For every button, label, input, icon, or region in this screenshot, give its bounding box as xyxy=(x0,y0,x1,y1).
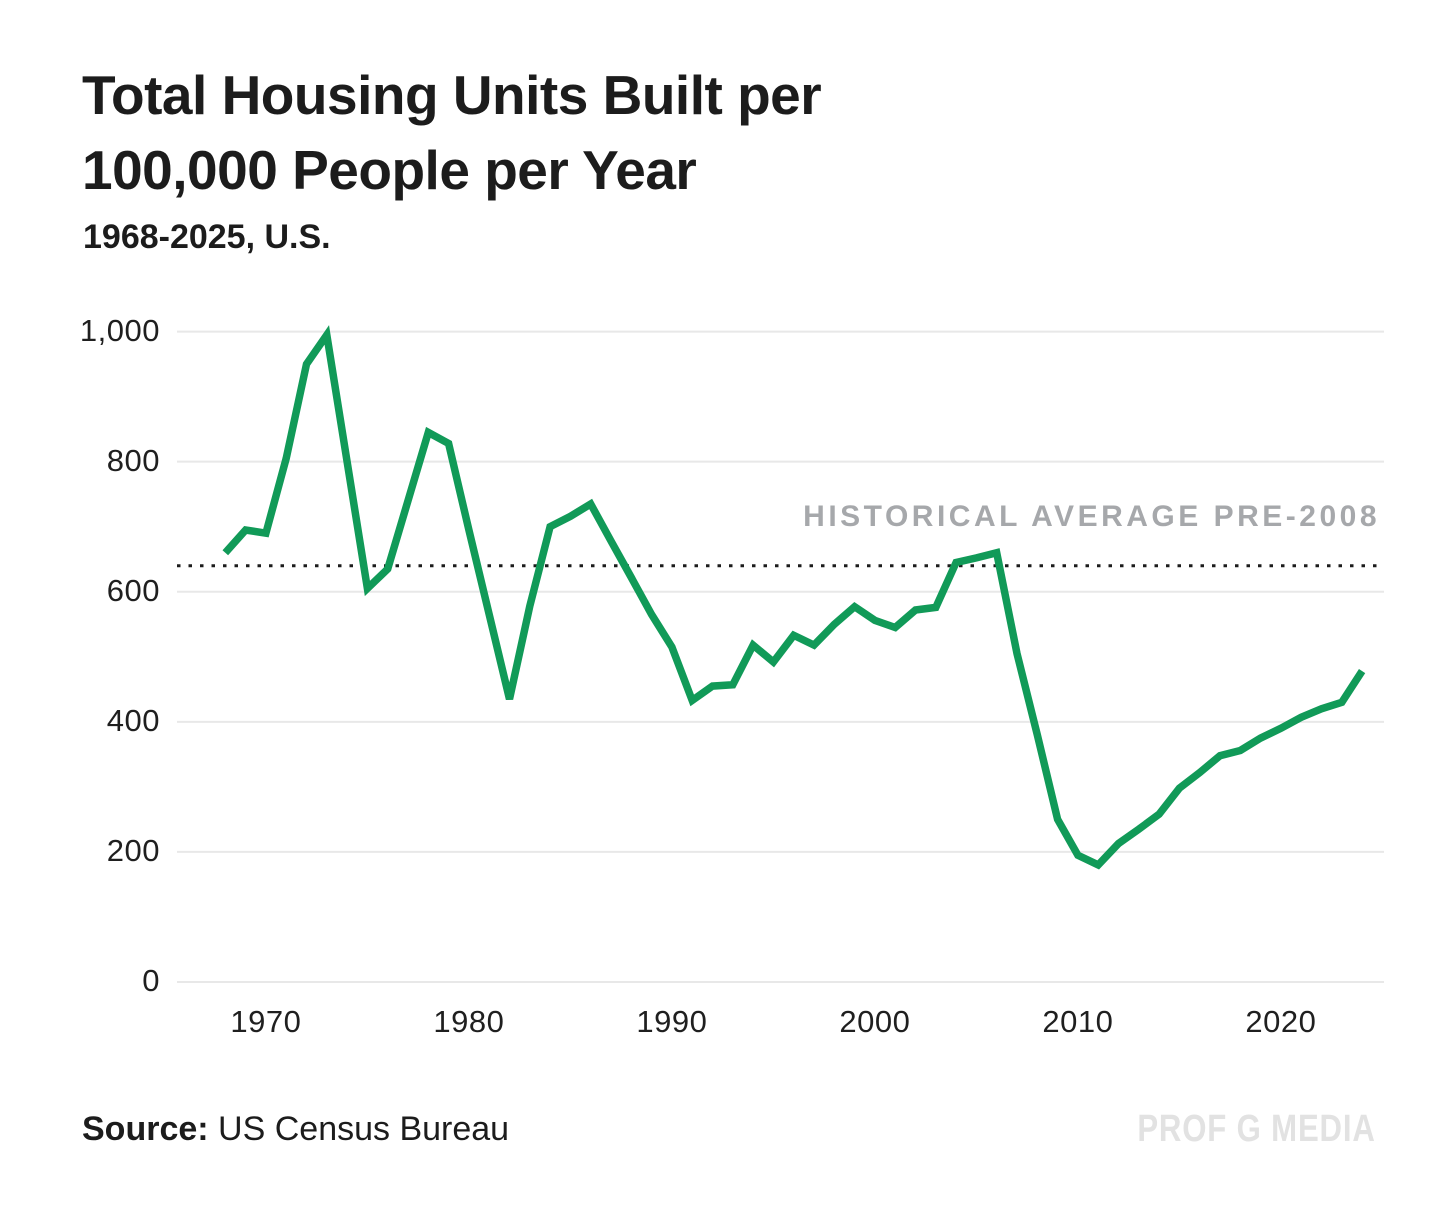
watermark-prof-g-media: PROF G MEDIA xyxy=(1137,1108,1376,1150)
source-label: Source: xyxy=(82,1110,209,1148)
source-line: Source: US Census Bureau xyxy=(82,1110,509,1149)
chart-subtitle: 1968-2025, U.S. xyxy=(83,218,331,256)
housing-units-series-line xyxy=(222,325,1366,870)
chart-title-line-1: Total Housing Units Built per xyxy=(82,64,822,126)
historical-average-label: HISTORICAL AVERAGE PRE-2008 xyxy=(803,500,1380,533)
chart-title-line-2: 100,000 People per Year xyxy=(82,139,697,201)
chart-title: Total Housing Units Built per 100,000 Pe… xyxy=(82,58,822,208)
source-text: US Census Bureau xyxy=(218,1110,510,1148)
